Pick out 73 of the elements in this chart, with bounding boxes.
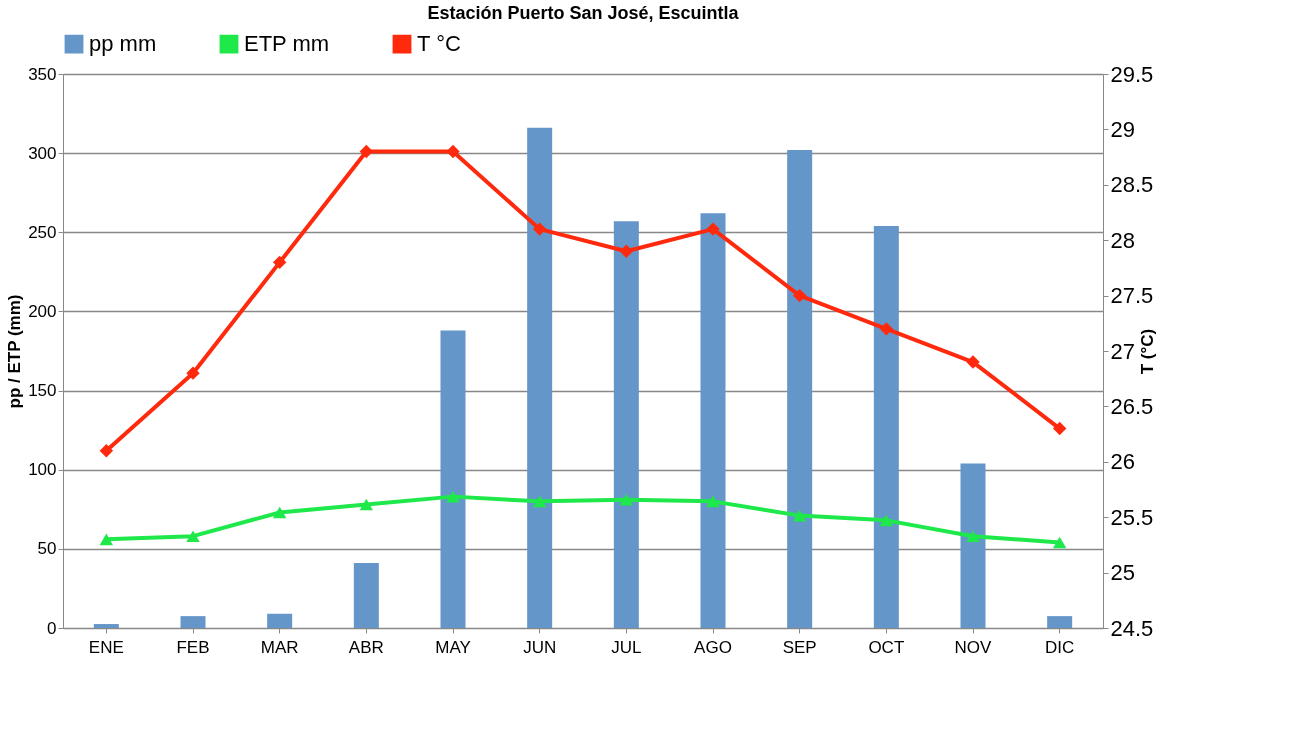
y2-tick-label: 25 (1110, 560, 1135, 586)
bar (613, 221, 639, 628)
point (792, 509, 807, 522)
point (1052, 536, 1067, 549)
y2-tick-label: 26 (1110, 449, 1135, 475)
bar (93, 624, 119, 628)
point (792, 288, 807, 303)
bar (700, 213, 726, 628)
x-tick-label: JUN (523, 637, 557, 657)
y2-tick-label: 27 (1110, 338, 1135, 364)
point (619, 244, 634, 258)
y-tick-label: 200 (28, 301, 57, 321)
point (359, 144, 374, 159)
y-tick-label: 100 (28, 460, 57, 480)
y2-tick-label: 29 (1110, 116, 1135, 142)
point (619, 493, 634, 506)
point (446, 144, 460, 159)
chart-title: Estación Puerto San José, Escuintla (427, 3, 740, 23)
y2-tick-label: 28 (1110, 227, 1135, 253)
x-tick-label: JUL (611, 637, 642, 657)
point (706, 495, 720, 508)
point (532, 495, 547, 508)
x-tick-label: SEP (782, 637, 817, 657)
y-tick-label: 250 (28, 222, 57, 242)
bar (180, 616, 206, 628)
point (99, 533, 114, 546)
point (966, 530, 980, 542)
bar (960, 463, 986, 628)
y-axis-title: pp / ETP (mm) (5, 294, 25, 409)
x-tick-label: MAY (435, 637, 471, 657)
y-tick-label: 150 (28, 381, 57, 401)
bar (1047, 616, 1073, 628)
y2-tick-label: 26.5 (1110, 393, 1154, 419)
bar (353, 563, 379, 628)
point (186, 530, 200, 542)
x-tick-label: MAR (260, 637, 299, 657)
y2-tick-label: 29.5 (1110, 61, 1154, 87)
bar (267, 613, 293, 628)
point (99, 444, 114, 458)
point (446, 490, 460, 503)
bar (527, 127, 553, 628)
x-tick-label: ABR (348, 637, 384, 657)
bar (787, 149, 813, 628)
point (186, 366, 200, 380)
y2-tick-label: 25.5 (1110, 504, 1154, 530)
point (879, 322, 894, 336)
bar (440, 330, 466, 628)
y-tick-label: 0 (47, 618, 57, 638)
x-tick-label: DIC (1045, 637, 1075, 657)
point (879, 514, 894, 527)
x-tick-label: NOV (954, 637, 993, 657)
y-tick-label: 350 (28, 64, 57, 84)
point (272, 506, 287, 519)
bar (873, 225, 899, 628)
point (1052, 421, 1067, 436)
x-tick-label: OCT (868, 637, 905, 657)
y2-tick-label: 27.5 (1110, 283, 1154, 309)
point (532, 222, 547, 236)
x-tick-label: AGO (694, 637, 732, 657)
y2-axis-title: T (°C) (1138, 328, 1158, 375)
point (272, 255, 287, 270)
y-tick-label: 50 (37, 539, 57, 559)
y2-tick-label: 28.5 (1110, 172, 1154, 198)
y-tick-label: 300 (28, 143, 57, 163)
legend-label: T °C (417, 31, 461, 57)
legend-label: ETP mm (244, 31, 330, 57)
x-tick-label: FEB (176, 637, 210, 657)
legend-label: pp mm (89, 31, 157, 57)
y2-tick-label: 24.5 (1110, 615, 1154, 641)
point (706, 222, 720, 236)
point (966, 355, 980, 369)
x-tick-label: ENE (88, 637, 124, 657)
point (359, 498, 374, 511)
